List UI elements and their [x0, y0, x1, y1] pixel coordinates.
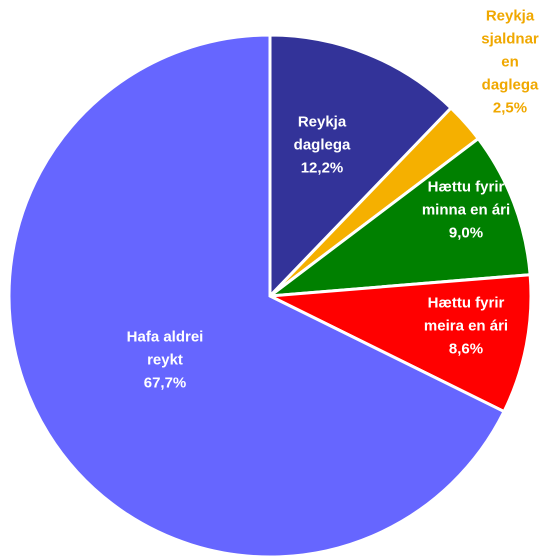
value-label: 67,7%	[143, 374, 187, 392]
pie-slice	[264, 273, 533, 414]
value-label: 9,0%	[448, 224, 484, 242]
slice-label: Reykja daglega 12,2%	[294, 111, 351, 180]
category-label: Hættu fyrir meira en ári	[423, 294, 509, 335]
slice-label: Hættu fyrir meira en ári 8,6%	[424, 292, 508, 361]
value-label: 2,5%	[492, 99, 528, 117]
category-label: Hættu fyrir minna en ári	[421, 178, 511, 219]
value-label: 12,2%	[300, 159, 344, 177]
value-label: 8,6%	[448, 340, 484, 358]
slice-label: Reykja sjaldnar en daglega 2,5%	[481, 5, 539, 120]
pie-slice	[7, 33, 507, 557]
slice-label: Hafa aldrei reykt 67,7%	[127, 326, 204, 395]
category-label: Reykja daglega	[293, 113, 351, 154]
category-label: Hafa aldrei reykt	[126, 328, 204, 369]
pie-slice	[264, 136, 532, 298]
slice-label: Hættu fyrir minna en ári 9,0%	[422, 176, 510, 245]
pie-slice	[268, 33, 454, 300]
category-label: Reykja sjaldnar en daglega	[481, 7, 539, 94]
